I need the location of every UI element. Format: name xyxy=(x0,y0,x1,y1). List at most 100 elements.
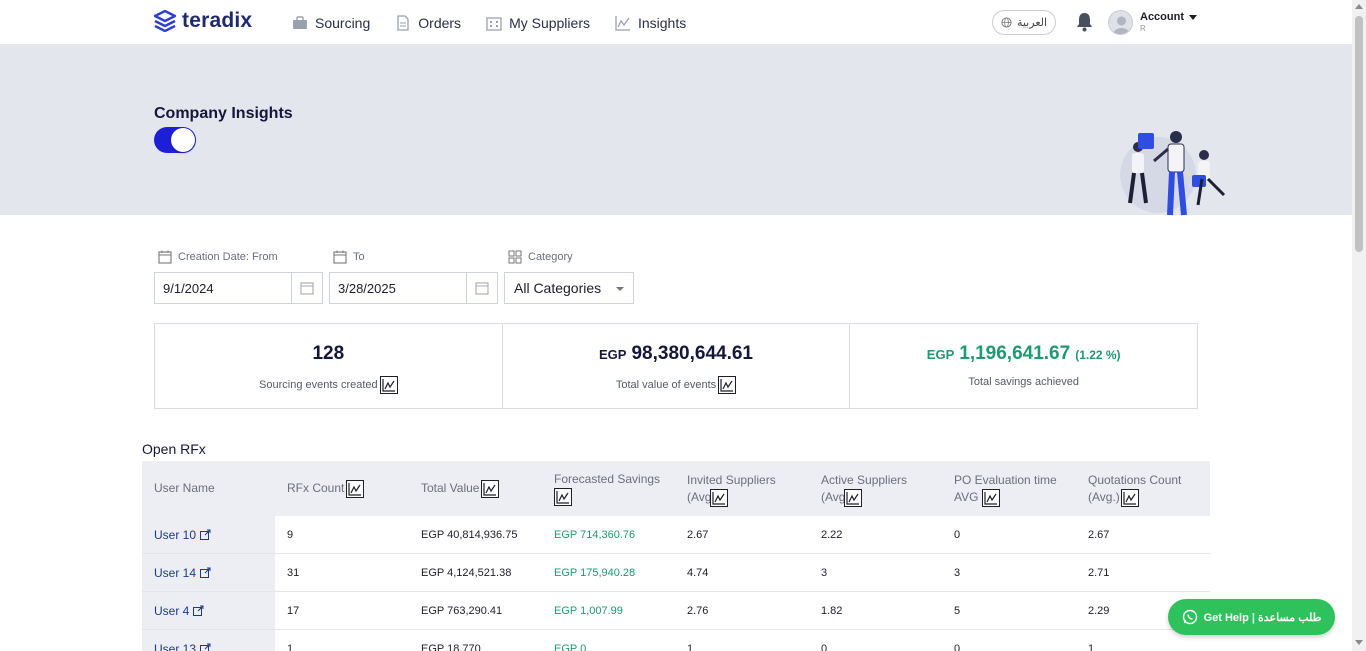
user-link[interactable]: User 10 xyxy=(142,516,275,553)
teradix-logo-icon xyxy=(154,10,176,32)
from-date-input[interactable]: 9/1/2024 xyxy=(154,272,323,304)
nav-sourcing-label: Sourcing xyxy=(315,14,371,31)
scroll-down-icon[interactable] xyxy=(1355,640,1363,645)
sourcing-icon xyxy=(293,15,307,29)
account-caret-icon[interactable] xyxy=(1189,15,1197,20)
header-po-evaluation-time: PO Evaluation time AVG xyxy=(942,461,1076,516)
chart-icon[interactable] xyxy=(346,479,365,498)
cell-po-evaluation: 5 xyxy=(954,604,961,617)
external-link-icon[interactable] xyxy=(200,643,211,651)
stat-value: EGP 1,196,641.67 (1.22 %) xyxy=(850,343,1197,365)
cell-rfx-count: 1 xyxy=(287,642,294,651)
cell-total-value: EGP 18,770 xyxy=(421,642,481,651)
from-date-value[interactable]: 9/1/2024 xyxy=(163,280,214,296)
external-link-icon[interactable] xyxy=(193,605,204,616)
user-name[interactable]: User 10 xyxy=(154,527,197,542)
user-avatar-icon xyxy=(1113,16,1130,34)
chart-icon[interactable] xyxy=(554,488,572,506)
external-link-icon[interactable] xyxy=(200,529,211,540)
language-toggle-button[interactable]: العربية xyxy=(992,10,1056,35)
user-link[interactable]: User 14 xyxy=(142,554,275,591)
insights-icon xyxy=(615,15,630,31)
scroll-up-icon[interactable] xyxy=(1355,4,1363,9)
page-scrollbar[interactable] xyxy=(1352,0,1366,651)
cell-active-suppliers: 2.22 xyxy=(821,528,843,541)
header-label: Active Suppliers (Avg.) xyxy=(821,472,908,504)
user-name[interactable]: User 13 xyxy=(154,641,197,651)
notification-bell-icon[interactable] xyxy=(1075,12,1094,32)
chart-icon[interactable] xyxy=(710,489,728,507)
table-row: User 10 9 EGP 40,814,936.75 EGP 714,360.… xyxy=(142,516,1210,554)
cell-po-evaluation: 0 xyxy=(954,528,961,541)
to-date-picker-button[interactable] xyxy=(466,273,497,303)
grid-icon xyxy=(508,250,522,264)
header-active-suppliers: Active Suppliers (Avg.) xyxy=(809,461,942,516)
team-illustration-icon xyxy=(1120,131,1226,216)
cell-forecasted-savings: EGP 714,360.76 xyxy=(554,528,636,541)
avatar[interactable] xyxy=(1108,10,1133,35)
cell-invited-suppliers: 2.76 xyxy=(687,604,709,617)
header-label: User Name xyxy=(154,481,215,495)
stat-number: 98,380,644.61 xyxy=(631,343,753,364)
cell-active-suppliers: 3 xyxy=(821,566,828,579)
stat-label-text: Total value of events xyxy=(615,379,717,391)
scroll-thumb[interactable] xyxy=(1355,16,1363,252)
stat-total-value: EGP 98,380,644.61 Total value of events xyxy=(503,324,851,408)
insights-toggle[interactable] xyxy=(154,127,196,153)
calendar-icon xyxy=(300,282,314,295)
category-select[interactable]: All Categories xyxy=(504,272,634,304)
stat-total-savings: EGP 1,196,641.67 (1.22 %) Total savings … xyxy=(850,324,1197,408)
to-date-label: To xyxy=(333,250,365,264)
header-invited-suppliers: Invited Suppliers (Avg.) xyxy=(675,461,809,516)
header-label: Forecasted Savings xyxy=(554,472,661,486)
cell-total-value: EGP 4,124,521.38 xyxy=(421,566,512,579)
chart-icon[interactable] xyxy=(718,376,737,394)
external-link-icon[interactable] xyxy=(200,567,211,578)
stat-value: EGP 98,380,644.61 xyxy=(503,343,850,365)
header-user-name: User Name xyxy=(142,461,275,516)
stat-value: 128 xyxy=(155,343,502,365)
table-row: User 4 17 EGP 763,290.41 EGP 1,007.99 2.… xyxy=(142,592,1210,630)
chart-icon[interactable] xyxy=(844,489,862,507)
nav-insights-label: Insights xyxy=(637,14,687,31)
toggle-knob xyxy=(171,128,195,152)
nav-insights[interactable]: Insights xyxy=(615,15,686,31)
to-date-value[interactable]: 3/28/2025 xyxy=(338,280,396,296)
calendar-icon xyxy=(333,250,347,264)
cell-po-evaluation: 3 xyxy=(954,566,961,579)
cell-total-value: EGP 763,290.41 xyxy=(421,604,503,617)
chart-icon[interactable] xyxy=(1121,489,1139,507)
to-date-label-text: To xyxy=(353,251,365,263)
user-name[interactable]: User 4 xyxy=(154,603,190,618)
brand-logo[interactable]: teradix xyxy=(154,9,252,33)
account-sub-label: R xyxy=(1140,24,1146,33)
cell-quotations-count: 1 xyxy=(1088,642,1095,651)
user-name[interactable]: User 14 xyxy=(154,565,197,580)
account-menu-label[interactable]: Account xyxy=(1140,11,1184,23)
brand-name: teradix xyxy=(182,9,253,32)
stat-sourcing-events: 128 Sourcing events created xyxy=(155,324,503,408)
user-link[interactable]: User 4 xyxy=(142,592,275,629)
from-date-picker-button[interactable] xyxy=(291,273,322,303)
cell-forecasted-savings: EGP 175,940.28 xyxy=(554,566,636,579)
header-forecasted-savings: Forecasted Savings xyxy=(542,461,675,516)
cell-quotations-count: 2.67 xyxy=(1088,528,1110,541)
whatsapp-icon xyxy=(1182,609,1197,625)
cell-active-suppliers: 1.82 xyxy=(821,604,843,617)
cell-rfx-count: 9 xyxy=(287,528,294,541)
nav-orders[interactable]: Orders xyxy=(395,15,461,31)
top-navbar: teradix Sourcing Orders My Suppliers Ins… xyxy=(0,0,1352,45)
chart-icon[interactable] xyxy=(379,376,398,394)
get-help-button[interactable]: Get Help | طلب مساعدة xyxy=(1168,599,1335,635)
nav-sourcing[interactable]: Sourcing xyxy=(292,15,370,31)
chart-icon[interactable] xyxy=(982,489,1000,507)
chart-icon[interactable] xyxy=(481,479,500,498)
get-help-label: Get Help | طلب مساعدة xyxy=(1203,611,1322,624)
to-date-input[interactable]: 3/28/2025 xyxy=(329,272,498,304)
chevron-down-icon xyxy=(616,287,624,291)
user-link[interactable]: User 13 xyxy=(142,630,275,651)
nav-my-suppliers[interactable]: My Suppliers xyxy=(486,15,590,31)
cell-rfx-count: 17 xyxy=(287,604,300,617)
header-label: RFx Count xyxy=(287,481,345,495)
insights-banner: Company Insights xyxy=(0,45,1352,216)
